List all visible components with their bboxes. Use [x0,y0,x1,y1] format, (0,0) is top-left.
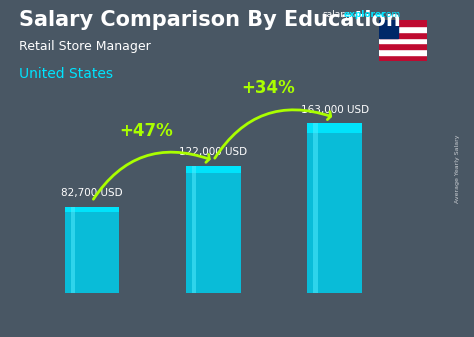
Bar [313,123,318,293]
Bar [186,166,241,293]
Bar [379,26,427,32]
Bar [71,207,75,293]
Text: explorer: explorer [344,10,386,19]
Bar [379,20,398,37]
Bar [192,166,196,293]
Text: Average Yearly Salary: Average Yearly Salary [455,134,460,203]
Bar [186,166,241,173]
Bar [64,207,119,293]
Bar [379,37,427,43]
Text: Retail Store Manager: Retail Store Manager [19,40,151,54]
Text: 82,700 USD: 82,700 USD [61,188,123,198]
Bar [379,49,427,55]
Text: 163,000 USD: 163,000 USD [301,104,369,115]
Bar [379,43,427,49]
Text: +34%: +34% [241,79,295,97]
Text: salary: salary [322,10,350,19]
Text: United States: United States [19,67,113,82]
Bar [379,32,427,37]
Bar [308,123,362,133]
Text: +47%: +47% [119,122,173,140]
Bar [379,55,427,61]
Text: .com: .com [378,10,401,19]
Text: 122,000 USD: 122,000 USD [179,147,247,157]
Bar [64,207,119,212]
Bar [379,20,427,26]
Bar [308,123,362,293]
Text: Salary Comparison By Education: Salary Comparison By Education [19,10,401,30]
